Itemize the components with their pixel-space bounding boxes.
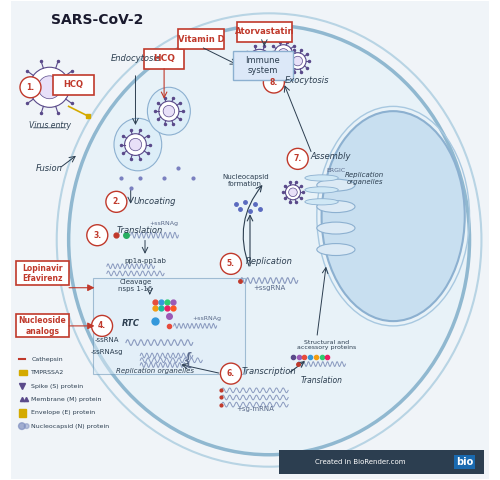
Text: Cathepsin: Cathepsin xyxy=(32,357,63,362)
Text: -ssRNA: -ssRNA xyxy=(94,337,119,343)
Circle shape xyxy=(24,424,29,429)
FancyBboxPatch shape xyxy=(16,262,68,285)
Text: {: { xyxy=(182,351,194,369)
Text: Structural and
accessory proteins: Structural and accessory proteins xyxy=(296,339,356,350)
Text: Lopinavir
Efavirenz: Lopinavir Efavirenz xyxy=(22,264,62,283)
FancyBboxPatch shape xyxy=(53,75,94,95)
Text: +ssRNAg: +ssRNAg xyxy=(150,221,178,226)
Text: 8.: 8. xyxy=(270,78,278,87)
Circle shape xyxy=(274,45,292,63)
Ellipse shape xyxy=(148,87,190,135)
Ellipse shape xyxy=(305,175,338,181)
Ellipse shape xyxy=(317,222,355,234)
Text: ERGIC: ERGIC xyxy=(326,168,345,173)
Text: Exocytosis: Exocytosis xyxy=(285,76,330,84)
Circle shape xyxy=(293,56,302,66)
Circle shape xyxy=(20,77,41,98)
Text: 6.: 6. xyxy=(227,369,235,378)
Text: 1.: 1. xyxy=(26,83,34,92)
Bar xyxy=(19,409,26,417)
Circle shape xyxy=(278,48,288,59)
Bar xyxy=(278,450,484,474)
Circle shape xyxy=(287,148,308,169)
Text: TMPRSSA2: TMPRSSA2 xyxy=(32,370,64,375)
Text: Replication: Replication xyxy=(246,257,292,266)
Text: Translation: Translation xyxy=(117,226,164,235)
Circle shape xyxy=(220,363,242,384)
Text: 3.: 3. xyxy=(93,231,102,240)
Circle shape xyxy=(30,67,70,108)
Text: -ssRNAsg: -ssRNAsg xyxy=(90,349,123,355)
Circle shape xyxy=(253,54,266,68)
FancyBboxPatch shape xyxy=(16,314,68,337)
Text: Uncoating: Uncoating xyxy=(134,197,176,206)
Text: bio: bio xyxy=(456,457,473,467)
Text: Atorvastatin: Atorvastatin xyxy=(234,27,294,36)
Text: RTC: RTC xyxy=(122,319,140,328)
Circle shape xyxy=(248,49,271,73)
Text: Nucleoside
analogs: Nucleoside analogs xyxy=(18,316,66,336)
Text: Spike (S) protein: Spike (S) protein xyxy=(32,384,84,388)
Circle shape xyxy=(264,72,284,93)
Circle shape xyxy=(38,76,61,99)
Text: Cleavage
nsps 1-16: Cleavage nsps 1-16 xyxy=(118,279,152,292)
Circle shape xyxy=(130,138,141,151)
Text: Immune
system: Immune system xyxy=(246,56,280,75)
Text: SARS-CoV-2: SARS-CoV-2 xyxy=(51,13,144,27)
Text: Created in BioRender.com: Created in BioRender.com xyxy=(314,459,405,465)
Ellipse shape xyxy=(68,25,469,455)
Text: Nucleocapsid
formation: Nucleocapsid formation xyxy=(222,174,268,187)
Text: Fusion: Fusion xyxy=(36,164,63,173)
Ellipse shape xyxy=(114,118,162,171)
Bar xyxy=(92,278,245,373)
Circle shape xyxy=(106,192,127,212)
Ellipse shape xyxy=(322,111,465,321)
Circle shape xyxy=(92,315,112,336)
Circle shape xyxy=(288,188,297,197)
Ellipse shape xyxy=(305,199,338,205)
Text: 2.: 2. xyxy=(112,197,120,206)
Text: Assembly: Assembly xyxy=(311,152,352,161)
FancyBboxPatch shape xyxy=(237,22,292,42)
Ellipse shape xyxy=(305,187,338,193)
Text: Replication organelles: Replication organelles xyxy=(116,368,194,374)
Text: +sg-mRNA: +sg-mRNA xyxy=(236,407,274,412)
Text: Transcription: Transcription xyxy=(242,367,296,376)
Text: pp1a-pp1ab: pp1a-pp1ab xyxy=(124,258,166,264)
Text: Virus entry: Virus entry xyxy=(28,121,70,130)
Text: Endocytosis: Endocytosis xyxy=(110,54,160,63)
Ellipse shape xyxy=(317,201,355,213)
Circle shape xyxy=(87,225,108,246)
Text: Translation: Translation xyxy=(300,376,343,385)
Text: Nucleocapsid (N) protein: Nucleocapsid (N) protein xyxy=(32,424,110,429)
Text: Replication
organelles: Replication organelles xyxy=(345,171,384,184)
Text: HCQ: HCQ xyxy=(64,81,84,89)
Circle shape xyxy=(220,253,242,275)
FancyBboxPatch shape xyxy=(178,29,224,49)
Circle shape xyxy=(159,101,179,121)
Text: +ssgRNA: +ssgRNA xyxy=(253,285,285,291)
Text: Envelope (E) protein: Envelope (E) protein xyxy=(32,410,96,415)
Circle shape xyxy=(290,53,306,70)
Circle shape xyxy=(286,185,300,200)
Circle shape xyxy=(163,106,174,117)
Bar xyxy=(19,370,26,375)
Ellipse shape xyxy=(317,179,355,191)
FancyBboxPatch shape xyxy=(234,50,293,80)
Text: Vitamin D: Vitamin D xyxy=(178,35,224,44)
FancyBboxPatch shape xyxy=(144,48,184,69)
Circle shape xyxy=(18,423,25,430)
Ellipse shape xyxy=(317,243,355,255)
Text: 5.: 5. xyxy=(227,259,235,268)
Text: Membrane (M) protein: Membrane (M) protein xyxy=(32,397,102,402)
Text: 7.: 7. xyxy=(294,155,302,163)
Text: +ssRNAg: +ssRNAg xyxy=(192,316,222,321)
Circle shape xyxy=(124,134,146,156)
Text: HCQ: HCQ xyxy=(153,54,175,63)
Text: 4.: 4. xyxy=(98,322,106,330)
